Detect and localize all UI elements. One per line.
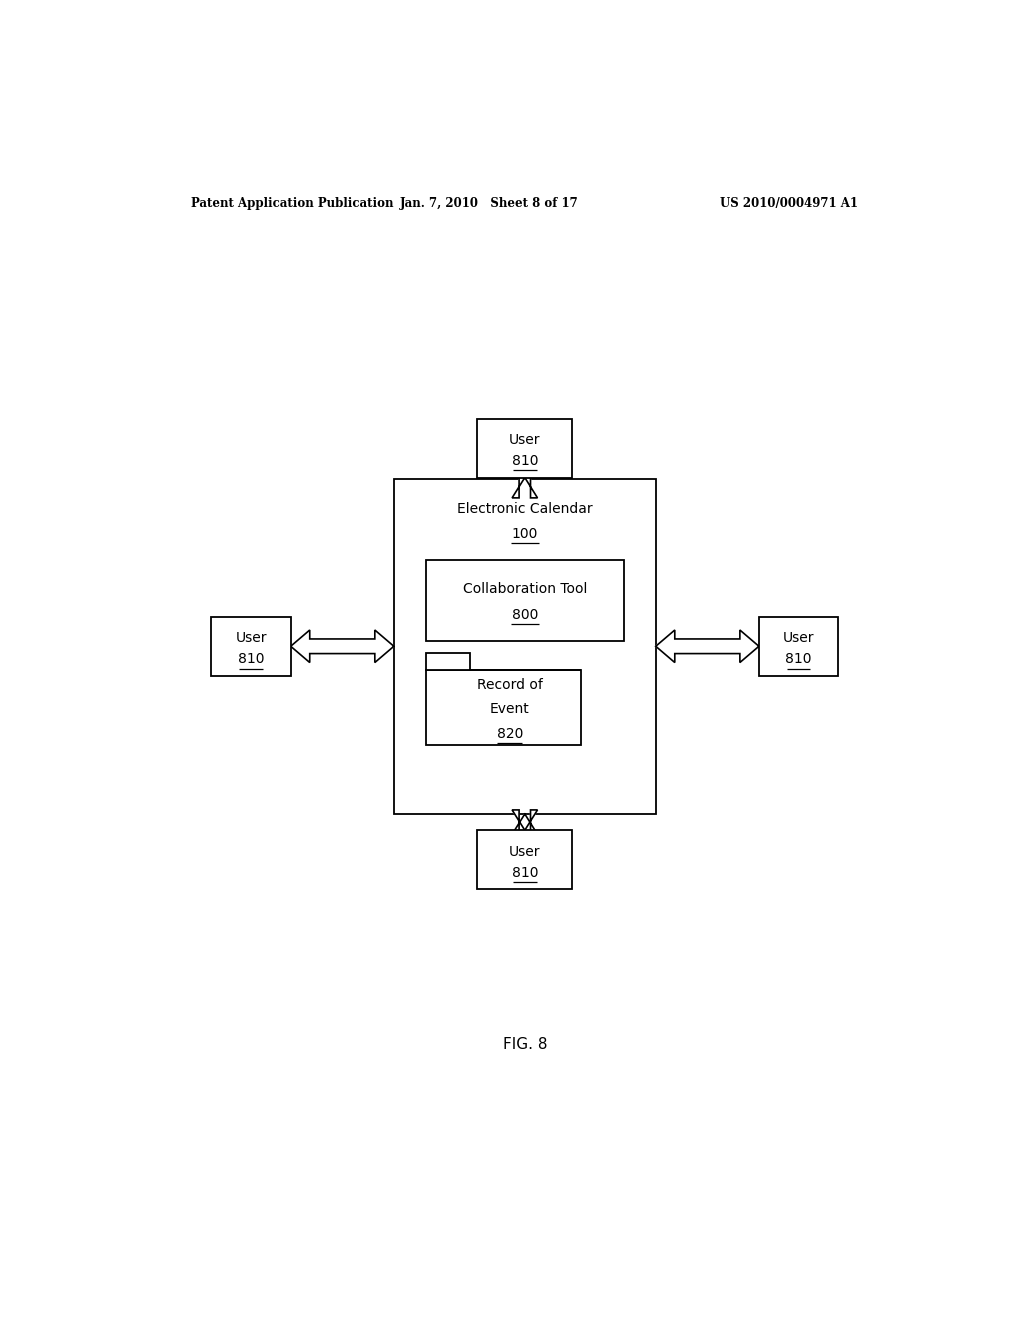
- Polygon shape: [655, 630, 759, 663]
- Bar: [477, 418, 572, 478]
- Bar: [759, 616, 839, 676]
- Text: 100: 100: [512, 528, 538, 541]
- Polygon shape: [512, 458, 538, 498]
- Text: US 2010/0004971 A1: US 2010/0004971 A1: [720, 197, 858, 210]
- Bar: [211, 616, 291, 676]
- Text: 810: 810: [512, 866, 538, 880]
- Text: 800: 800: [512, 607, 538, 622]
- Polygon shape: [512, 810, 538, 834]
- Text: 810: 810: [238, 652, 264, 667]
- Text: 820: 820: [497, 727, 523, 741]
- Text: User: User: [509, 845, 541, 858]
- Bar: [426, 653, 470, 669]
- Bar: [426, 669, 581, 744]
- Text: Record of: Record of: [477, 678, 543, 692]
- Text: User: User: [509, 433, 541, 447]
- Text: Collaboration Tool: Collaboration Tool: [463, 582, 587, 597]
- Polygon shape: [291, 630, 394, 663]
- Text: 810: 810: [512, 454, 538, 469]
- Text: Electronic Calendar: Electronic Calendar: [457, 502, 593, 516]
- Text: 810: 810: [785, 652, 812, 667]
- Text: User: User: [782, 631, 814, 645]
- Text: Jan. 7, 2010   Sheet 8 of 17: Jan. 7, 2010 Sheet 8 of 17: [399, 197, 579, 210]
- Bar: [426, 560, 624, 642]
- Text: Event: Event: [489, 702, 529, 717]
- Text: User: User: [236, 631, 267, 645]
- Text: FIG. 8: FIG. 8: [503, 1038, 547, 1052]
- Text: Patent Application Publication: Patent Application Publication: [191, 197, 394, 210]
- Bar: [477, 830, 572, 890]
- Bar: [394, 479, 655, 814]
